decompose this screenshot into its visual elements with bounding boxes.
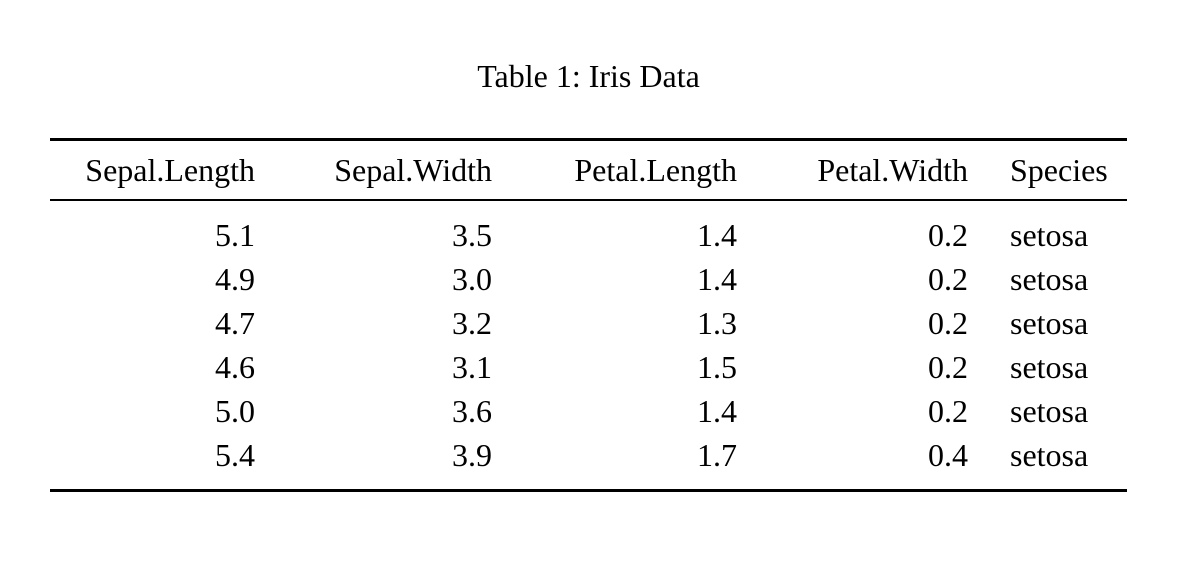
table-cell: 1.4 <box>697 392 737 429</box>
table-cell: 3.1 <box>452 348 492 385</box>
table-cell: 0.2 <box>928 216 968 253</box>
table-cell: 4.6 <box>215 348 255 385</box>
table-cell: 5.1 <box>215 216 255 253</box>
column-header-sepal-length: Sepal.Length <box>50 139 255 201</box>
table-cell: 0.4 <box>928 436 968 473</box>
table-cell: 1.4 <box>697 260 737 297</box>
iris-data-table: Sepal.Length Sepal.Width Petal.Length Pe… <box>50 138 1127 492</box>
column-header-petal-width: Petal.Width <box>737 139 968 201</box>
table-cell: 0.2 <box>928 392 968 429</box>
table-cell: 1.5 <box>697 348 737 385</box>
table-cell: setosa <box>1010 392 1089 429</box>
table-cell: 4.7 <box>215 304 255 341</box>
table-cell: 3.9 <box>452 436 492 473</box>
table-cell: 0.2 <box>928 348 968 385</box>
table-cell: 3.5 <box>452 216 492 253</box>
table-cell: 1.7 <box>697 436 737 473</box>
table-cell: 3.0 <box>452 260 492 297</box>
table-cell: setosa <box>1010 304 1089 341</box>
table-cell: setosa <box>1010 436 1089 473</box>
table-header-row: Sepal.Length Sepal.Width Petal.Length Pe… <box>50 139 1127 201</box>
table-cell: 3.6 <box>452 392 492 429</box>
table-cell: setosa <box>1010 348 1089 385</box>
column-header-species: Species <box>968 139 1127 201</box>
table-cell: 4.9 <box>215 260 255 297</box>
table-cell: 1.4 <box>697 216 737 253</box>
table-cell: 3.2 <box>452 304 492 341</box>
table-row: 5.0 3.6 1.4 0.2 setosa <box>50 389 1127 433</box>
table-cell: setosa <box>1010 260 1089 297</box>
table-caption: Table 1: Iris Data <box>477 58 700 94</box>
table-cell: 0.2 <box>928 304 968 341</box>
table-cell: 5.0 <box>215 392 255 429</box>
column-header-sepal-width: Sepal.Width <box>255 139 492 201</box>
table-cell: 1.3 <box>697 304 737 341</box>
column-header-petal-length: Petal.Length <box>492 139 737 201</box>
table-row: 4.9 3.0 1.4 0.2 setosa <box>50 257 1127 301</box>
table-row: 5.1 3.5 1.4 0.2 setosa <box>50 200 1127 257</box>
table-row: 4.7 3.2 1.3 0.2 setosa <box>50 301 1127 345</box>
table-row: 5.4 3.9 1.7 0.4 setosa <box>50 433 1127 491</box>
table-cell: 5.4 <box>215 436 255 473</box>
table-cell: setosa <box>1010 216 1089 253</box>
table-row: 4.6 3.1 1.5 0.2 setosa <box>50 345 1127 389</box>
table-cell: 0.2 <box>928 260 968 297</box>
